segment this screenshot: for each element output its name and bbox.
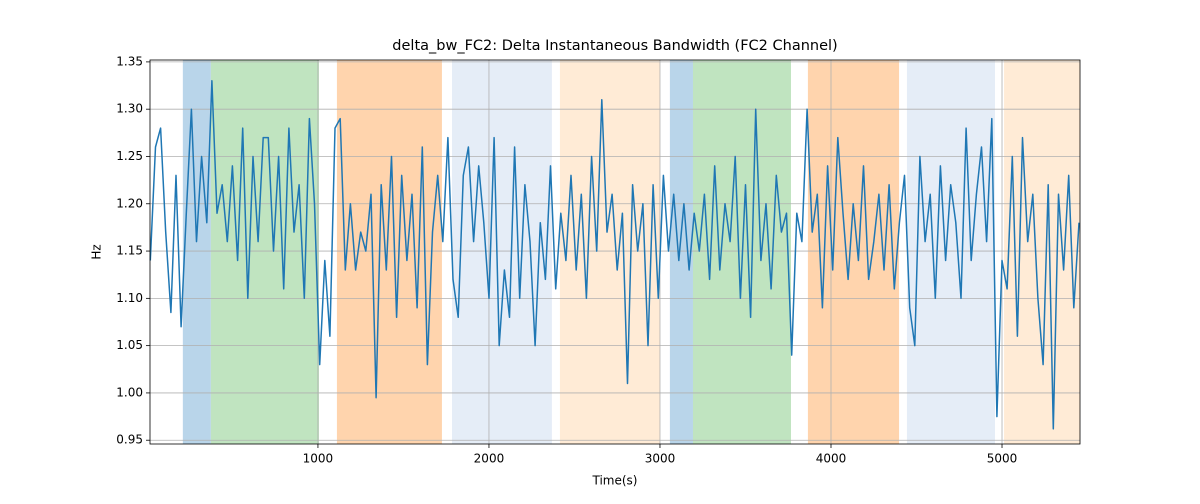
y-tick-label: 1.20 [116, 196, 143, 210]
y-tick-label: 1.05 [116, 338, 143, 352]
x-tick-label: 3000 [645, 452, 676, 466]
shaded-span [559, 60, 660, 444]
shaded-span [210, 60, 319, 444]
shaded-span [669, 60, 693, 444]
shaded-span [807, 60, 900, 444]
x-axis-label: Time(s) [592, 474, 638, 488]
x-tick-label: 2000 [474, 452, 505, 466]
data-line [149, 80, 1080, 430]
x-tick-label: 5000 [987, 452, 1018, 466]
shaded-span [452, 60, 552, 444]
y-tick-label: 1.00 [116, 385, 143, 399]
x-tick-label: 1000 [303, 452, 334, 466]
y-tick-label: 0.95 [116, 433, 143, 447]
y-tick-label: 1.35 [116, 54, 143, 68]
y-tick-label: 1.10 [116, 291, 143, 305]
chart-title: delta_bw_FC2: Delta Instantaneous Bandwi… [392, 38, 837, 54]
y-tick-label: 1.15 [116, 244, 143, 258]
y-tick-label: 1.25 [116, 149, 143, 163]
shaded-span [1004, 60, 1080, 444]
plot-frame [149, 59, 1081, 445]
shaded-span [182, 60, 211, 444]
shaded-span [336, 60, 442, 444]
x-tick-label: 4000 [816, 452, 847, 466]
y-tick-label: 1.30 [116, 102, 143, 116]
y-axis-label: Hz [90, 244, 104, 259]
shaded-span [906, 60, 996, 444]
